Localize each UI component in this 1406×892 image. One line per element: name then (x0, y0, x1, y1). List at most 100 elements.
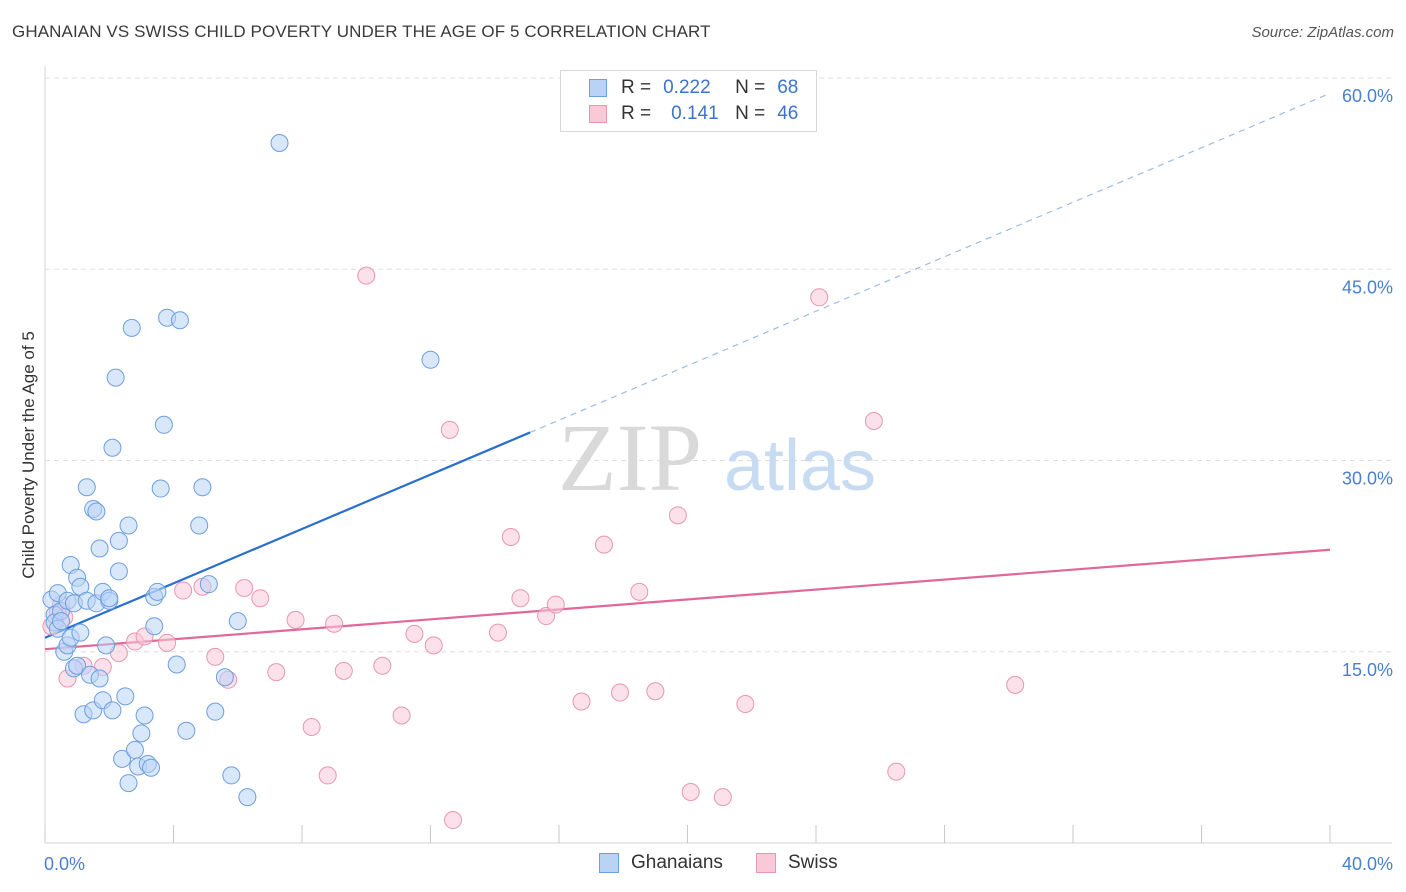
stats-legend: R = 0.222 N = 68 R = 0.141 N = 46 (560, 70, 817, 132)
ghanaian-point (68, 656, 87, 675)
swiss-point (443, 811, 462, 830)
swiss-point (302, 717, 321, 736)
swiss-point (318, 766, 337, 785)
ghanaian-point (222, 766, 241, 785)
chart-title: GHANAIAN VS SWISS CHILD POVERTY UNDER TH… (12, 22, 711, 41)
ghanaian-point (270, 134, 289, 153)
ghanaian-point (119, 516, 138, 535)
swiss-point (736, 695, 755, 714)
swiss-point (713, 788, 732, 807)
legend-r-label: R = (621, 77, 652, 98)
swiss-point (537, 607, 556, 626)
swiss-point (630, 582, 649, 601)
ghanaian-point (87, 502, 106, 521)
trend-lines (44, 92, 1331, 651)
legend-r-label: R = (621, 103, 652, 124)
watermark-atlas: atlas (724, 426, 876, 506)
ghanaian-point (132, 724, 151, 743)
legend-n-label: N = (735, 77, 766, 98)
trend-line-ghanaians-extension (529, 92, 1331, 434)
x-tick-label: 0.0% (44, 854, 85, 874)
swiss-point (158, 633, 177, 652)
ghanaian-point (52, 612, 71, 631)
bottom-legend-swatch-pink (756, 853, 776, 873)
tick-labels: 15.0% 30.0% 45.0% 60.0% 0.0% 40.0% (44, 86, 1393, 874)
ghanaian-point (193, 478, 212, 497)
swiss-point (334, 661, 353, 680)
legend-n-label: N = (735, 103, 766, 124)
ghanaian-point (119, 774, 138, 793)
ghanaian-point (71, 623, 90, 642)
ghanaian-point (238, 788, 257, 807)
ghanaian-point (90, 669, 109, 688)
swiss-point (668, 506, 687, 525)
bottom-legend-label: Swiss (788, 852, 838, 873)
swiss-point (594, 535, 613, 554)
swiss-point (373, 656, 392, 675)
ghanaian-point (206, 702, 225, 721)
legend-r-value: 0.222 (663, 77, 711, 98)
ghanaian-point (90, 539, 109, 558)
trend-line-swiss (44, 548, 1331, 651)
data-points (42, 134, 1025, 830)
ghanaian-point (97, 636, 116, 655)
swiss-point (405, 624, 424, 643)
y-tick-label: 45.0% (1342, 277, 1393, 297)
bottom-legend-ghanaians: Ghanaians (599, 852, 723, 874)
x-tick-label: 40.0% (1342, 854, 1393, 874)
bottom-legend-swiss: Swiss (756, 852, 838, 874)
swiss-point (235, 579, 254, 597)
ghanaian-point (151, 479, 170, 498)
legend-n-value: 68 (777, 77, 799, 98)
y-tick-label: 30.0% (1342, 469, 1393, 489)
swiss-point (251, 589, 270, 608)
ghanaian-point (170, 311, 189, 330)
swiss-point (864, 411, 883, 430)
swiss-point (887, 762, 906, 781)
swiss-point (424, 636, 443, 655)
watermark: ZIP atlas (558, 404, 876, 511)
legend-row-ghanaians: R = 0.222 N = 68 (589, 76, 798, 100)
watermark-zip: ZIP (558, 404, 702, 511)
swiss-point (286, 610, 305, 629)
gridlines (45, 77, 1392, 653)
ghanaian-point (135, 706, 154, 725)
ghanaian-point (125, 740, 144, 759)
legend-n-value: 46 (777, 103, 799, 124)
swiss-point (572, 692, 591, 711)
ghanaian-point (113, 749, 132, 768)
chart-source: Source: ZipAtlas.com (1251, 24, 1394, 41)
ghanaian-point (142, 758, 161, 777)
swiss-point (681, 783, 700, 801)
ghanaian-point (77, 478, 96, 497)
ghanaian-point (215, 668, 234, 687)
ghanaian-point (177, 721, 196, 740)
ghanaian-point (190, 516, 209, 535)
swiss-point (546, 595, 565, 614)
ghanaian-point (228, 612, 247, 631)
swiss-point (646, 682, 665, 701)
ghanaian-point (122, 318, 141, 337)
legend-swatch-pink (589, 105, 607, 123)
ghanaian-point (421, 350, 440, 369)
bottom-legend-swatch-blue (599, 853, 619, 873)
swiss-point (206, 647, 225, 666)
ghanaian-point (109, 562, 128, 581)
ghanaian-point (116, 687, 135, 706)
ghanaian-point (103, 438, 122, 457)
legend-r-value: 0.141 (671, 103, 719, 124)
swiss-point (357, 266, 376, 285)
ghanaian-point (148, 582, 167, 601)
swiss-point (267, 663, 286, 682)
trend-line-ghanaians (44, 431, 531, 639)
swiss-point (511, 589, 530, 608)
ghanaian-point (145, 617, 164, 636)
axes (44, 66, 1392, 844)
swiss-point (611, 683, 630, 702)
bottom-legend-label: Ghanaians (631, 852, 723, 873)
swiss-point (810, 288, 829, 307)
y-tick-label: 15.0% (1342, 660, 1393, 680)
ghanaian-point (154, 415, 173, 434)
ghanaian-point (167, 655, 186, 674)
